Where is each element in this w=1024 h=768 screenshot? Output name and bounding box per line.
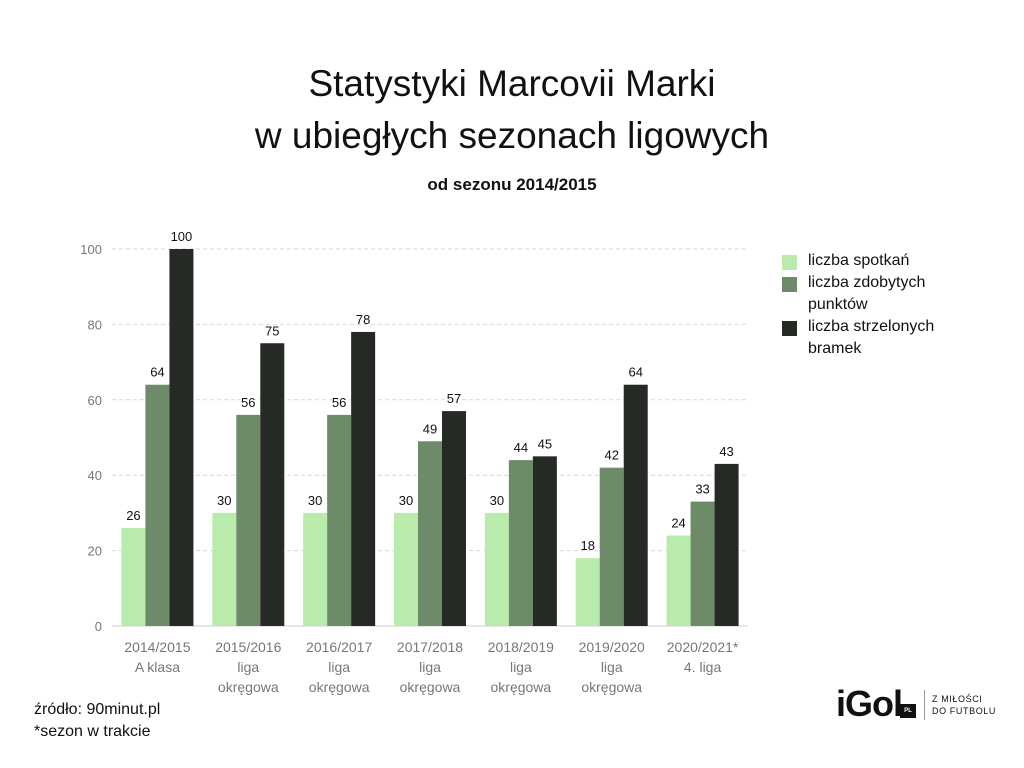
legend-swatch-goals	[782, 321, 797, 336]
bar	[484, 512, 509, 626]
y-tick-label: 0	[95, 619, 102, 634]
bar	[260, 343, 285, 626]
x-tick-label: liga	[601, 659, 623, 675]
data-label: 43	[719, 444, 733, 459]
bar	[236, 414, 261, 626]
bar	[351, 331, 376, 626]
x-tick-label: liga	[237, 659, 259, 675]
y-tick-label: 40	[88, 468, 102, 483]
data-label: 100	[171, 229, 193, 244]
footer: źródło: 90minut.pl *sezon w trakcie	[34, 699, 160, 743]
data-label: 45	[538, 436, 552, 451]
x-tick-label: okręgowa	[581, 679, 642, 695]
legend-item-matches: liczba spotkań	[782, 250, 982, 272]
y-tick-label: 20	[88, 544, 102, 559]
x-tick-label: 2016/2017	[306, 639, 372, 655]
legend: liczba spotkań liczba zdobytych punktów …	[782, 250, 982, 360]
legend-label-goals-line-2: bramek	[808, 340, 862, 357]
chart-title-line-1: Statystyki Marcovii Marki	[308, 63, 716, 104]
x-tick-label: liga	[510, 659, 532, 675]
bar	[532, 456, 557, 626]
bar	[145, 384, 170, 626]
brand-tagline: Z MIŁOŚCI DO FUTBOLU	[932, 693, 996, 717]
source-note: źródło: 90minut.pl	[34, 701, 161, 718]
x-tick-label: liga	[419, 659, 441, 675]
brand-logo: iGol	[836, 683, 903, 724]
y-tick-label: 60	[88, 393, 102, 408]
x-tick-label: 2017/2018	[397, 639, 463, 655]
data-label: 49	[423, 421, 437, 436]
x-tick-label: 2015/2016	[215, 639, 281, 655]
x-tick-label: A klasa	[135, 659, 180, 675]
legend-label-matches: liczba spotkań	[808, 252, 910, 269]
bar	[327, 414, 352, 626]
bar	[623, 384, 648, 626]
y-tick-label: 80	[88, 317, 102, 332]
brand-divider	[924, 690, 925, 720]
data-label: 56	[332, 395, 346, 410]
data-label: 42	[604, 448, 618, 463]
data-label: 30	[217, 493, 231, 508]
bar	[394, 512, 418, 626]
x-tick-label: 2014/2015	[124, 639, 190, 655]
bar	[690, 501, 715, 626]
data-label: 75	[265, 323, 279, 338]
data-label: 44	[514, 440, 528, 455]
legend-swatch-points	[782, 277, 797, 292]
x-tick-label: 2019/2020	[579, 639, 645, 655]
x-tick-label: okręgowa	[309, 679, 370, 695]
bar	[599, 467, 624, 626]
y-tick-label: 100	[80, 242, 102, 257]
x-tick-label: okręgowa	[400, 679, 461, 695]
x-tick-label: okręgowa	[218, 679, 279, 695]
data-label: 18	[580, 538, 594, 553]
bar	[121, 527, 146, 626]
chart-title: Statystyki Marcovii Marki w ubiegłych se…	[0, 58, 1024, 162]
legend-label-points-line-1: liczba zdobytych	[808, 274, 926, 291]
season-note: *sezon w trakcie	[34, 723, 151, 740]
x-tick-label: okręgowa	[491, 679, 552, 695]
bar	[212, 512, 237, 626]
x-tick-label: 2020/2021*	[667, 639, 739, 655]
data-label: 30	[399, 493, 413, 508]
data-label: 64	[150, 365, 164, 380]
x-tick-label: 2018/2019	[488, 639, 554, 655]
legend-item-goals: liczba strzelonych bramek	[782, 316, 982, 360]
bar	[575, 558, 600, 626]
data-label: 30	[490, 493, 504, 508]
bar	[442, 411, 466, 626]
x-tick-label: 4. liga	[684, 659, 722, 675]
bar	[169, 249, 194, 626]
brand-tagline-line-2: DO FUTBOLU	[932, 706, 997, 716]
data-label: 24	[671, 516, 685, 531]
data-label: 30	[308, 493, 322, 508]
bar	[714, 463, 739, 626]
data-label: 78	[356, 312, 370, 327]
bar	[303, 512, 328, 626]
legend-swatch-matches	[782, 255, 797, 270]
legend-item-points: liczba zdobytych punktów	[782, 272, 982, 316]
data-label: 33	[695, 482, 709, 497]
bar	[418, 441, 442, 626]
data-label: 64	[628, 365, 642, 380]
chart-title-line-2: w ubiegłych sezonach ligowych	[254, 115, 770, 156]
data-label: 56	[241, 395, 255, 410]
data-label: 57	[447, 391, 461, 406]
legend-label-goals-line-1: liczba strzelonych	[808, 318, 935, 335]
legend-label-points-line-2: punktów	[808, 296, 868, 313]
bar	[666, 535, 691, 626]
bar	[508, 460, 533, 626]
data-label: 26	[126, 508, 140, 523]
x-tick-label: liga	[328, 659, 350, 675]
brand-badge: PL	[900, 704, 916, 718]
brand-tagline-line-1: Z MIŁOŚCI	[932, 694, 983, 704]
chart-subtitle: od sezonu 2014/2015	[427, 175, 597, 194]
